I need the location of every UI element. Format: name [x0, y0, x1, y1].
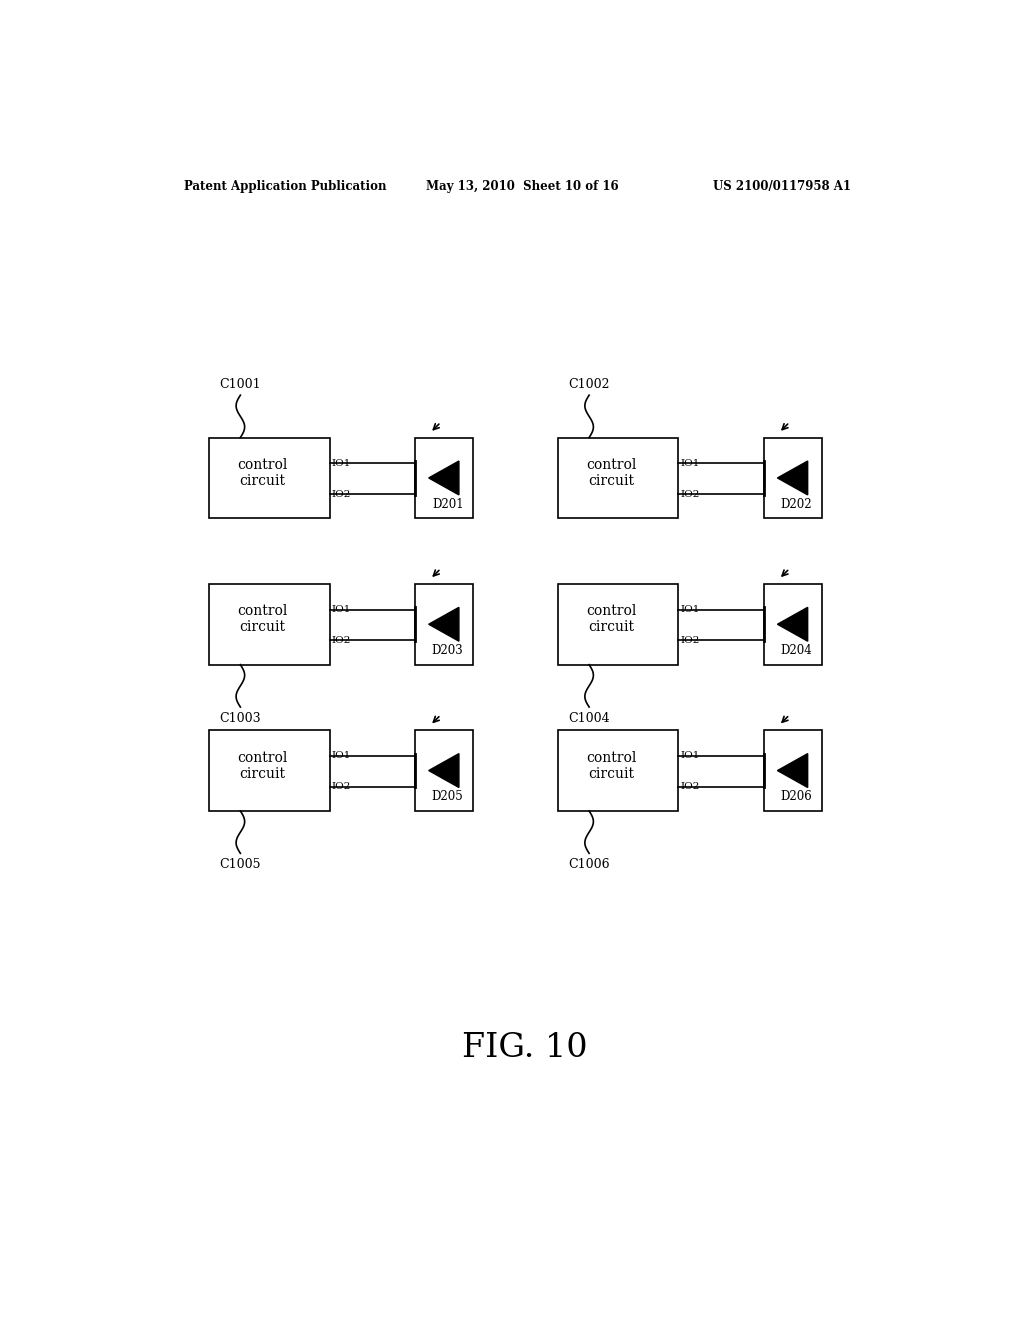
Text: control
circuit: control circuit	[586, 458, 636, 488]
Text: C1006: C1006	[568, 858, 610, 871]
Text: IO1: IO1	[332, 751, 351, 760]
Text: C1004: C1004	[568, 711, 610, 725]
Text: C1002: C1002	[568, 378, 610, 391]
Polygon shape	[777, 461, 808, 495]
Bar	[558, 437, 678, 519]
Text: IO2: IO2	[332, 490, 351, 499]
Text: control
circuit: control circuit	[237, 458, 288, 488]
Text: Patent Application Publication: Patent Application Publication	[183, 180, 386, 193]
Text: US 2100/0117958 A1: US 2100/0117958 A1	[713, 180, 851, 193]
Text: D202: D202	[780, 498, 812, 511]
Text: C1003: C1003	[219, 711, 261, 725]
Text: D204: D204	[780, 644, 812, 657]
Text: control
circuit: control circuit	[586, 605, 636, 635]
Text: control
circuit: control circuit	[237, 605, 288, 635]
Text: IO1: IO1	[681, 459, 700, 467]
Bar	[415, 583, 473, 665]
Polygon shape	[777, 607, 808, 642]
Text: D201: D201	[432, 498, 464, 511]
Text: C1005: C1005	[219, 858, 261, 871]
Bar	[558, 583, 678, 665]
Text: IO1: IO1	[332, 605, 351, 614]
Bar	[764, 730, 821, 810]
Text: D206: D206	[780, 791, 812, 804]
Bar	[209, 437, 330, 519]
Text: IO1: IO1	[681, 605, 700, 614]
Text: May 13, 2010  Sheet 10 of 16: May 13, 2010 Sheet 10 of 16	[426, 180, 618, 193]
Text: D203: D203	[432, 644, 464, 657]
Text: IO2: IO2	[332, 783, 351, 791]
Text: IO2: IO2	[681, 490, 700, 499]
Bar	[764, 583, 821, 665]
Text: C1001: C1001	[219, 378, 261, 391]
Bar	[415, 730, 473, 810]
Polygon shape	[429, 461, 459, 495]
Bar	[558, 730, 678, 810]
Bar	[209, 583, 330, 665]
Bar	[415, 437, 473, 519]
Text: IO1: IO1	[681, 751, 700, 760]
Text: IO2: IO2	[681, 783, 700, 791]
Text: IO2: IO2	[332, 636, 351, 645]
Text: D205: D205	[432, 791, 464, 804]
Polygon shape	[777, 754, 808, 788]
Text: control
circuit: control circuit	[237, 751, 288, 781]
Bar	[209, 730, 330, 810]
Polygon shape	[429, 754, 459, 788]
Text: IO2: IO2	[681, 636, 700, 645]
Bar	[764, 437, 821, 519]
Text: IO1: IO1	[332, 459, 351, 467]
Text: FIG. 10: FIG. 10	[462, 1032, 588, 1064]
Polygon shape	[429, 607, 459, 642]
Text: control
circuit: control circuit	[586, 751, 636, 781]
